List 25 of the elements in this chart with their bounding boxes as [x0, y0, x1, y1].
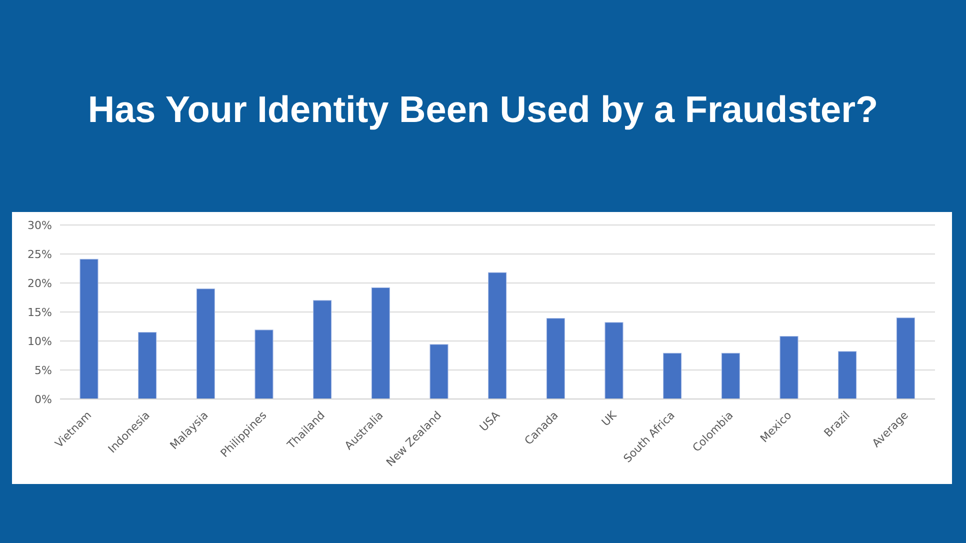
bar	[254, 330, 274, 399]
bar	[838, 351, 857, 399]
bar	[896, 318, 915, 399]
bar	[604, 322, 624, 399]
bar	[488, 272, 507, 399]
y-tick-label: 0%	[34, 392, 52, 406]
y-tick-label: 25%	[28, 248, 52, 261]
chart-title: Has Your Identity Been Used by a Fraudster?	[86, 89, 880, 131]
y-tick-label: 30%	[28, 218, 52, 232]
bar	[430, 344, 448, 399]
y-tick-label: 20%	[28, 276, 52, 290]
bar	[196, 288, 215, 399]
y-tick-label: 10%	[28, 334, 52, 348]
bar	[371, 287, 390, 399]
bar	[138, 332, 157, 399]
bar	[663, 352, 682, 399]
y-tick-label: 15%	[28, 306, 52, 319]
y-tick-label: 5%	[34, 364, 52, 377]
bar	[80, 258, 98, 399]
bar	[546, 318, 565, 399]
bar	[721, 352, 740, 399]
bar	[313, 300, 332, 399]
x-tick-label: USA	[477, 408, 503, 434]
x-tick-label: UK	[599, 408, 620, 429]
bar	[780, 336, 798, 399]
